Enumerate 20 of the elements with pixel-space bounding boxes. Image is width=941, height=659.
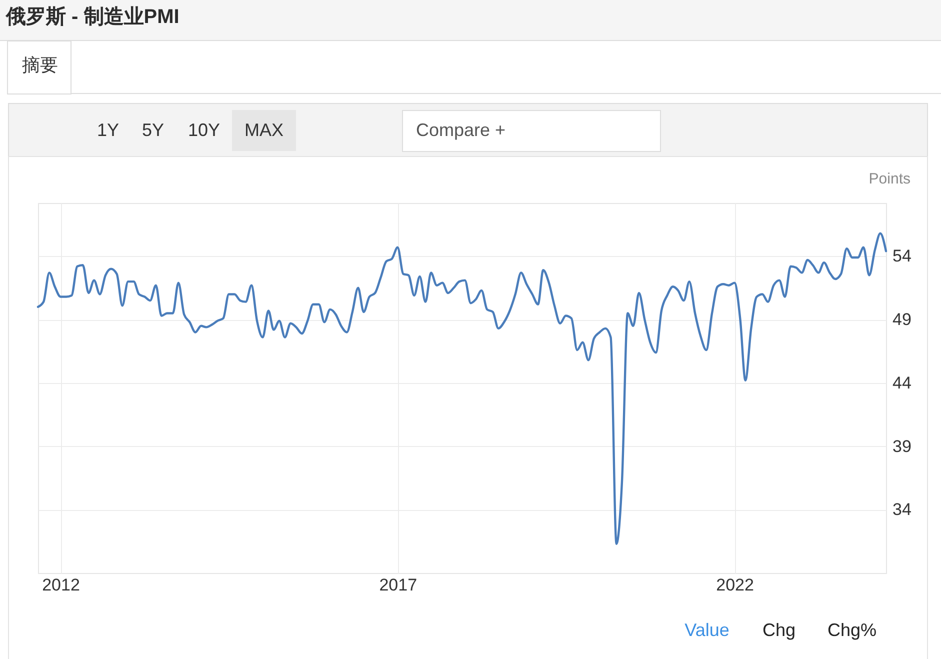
chart-title: 俄罗斯 - 制造业PMI (5, 6, 180, 28)
text: Chg% (827, 620, 877, 640)
y-tick-label: 49 (892, 310, 912, 330)
y-axis-title: Points (868, 170, 910, 188)
line-series (36, 232, 888, 545)
x-tick-label: 2017 (379, 576, 418, 594)
y-tick-label: 54 (892, 246, 912, 266)
text: 10Y (188, 120, 220, 140)
y-tick-label: 34 (892, 500, 912, 520)
text: 1Y (96, 120, 120, 140)
x-tick-label: 2022 (716, 576, 754, 594)
text: 5Y (142, 120, 164, 140)
text: 摘要 (22, 55, 58, 75)
text: MAX (244, 120, 284, 140)
text: Chg (762, 620, 796, 640)
x-tick-label: 2012 (42, 576, 80, 594)
text: Value (684, 620, 730, 640)
y-tick-label: 44 (892, 373, 912, 392)
y-tick-label: 39 (892, 436, 912, 456)
text: Compare + (416, 120, 506, 140)
